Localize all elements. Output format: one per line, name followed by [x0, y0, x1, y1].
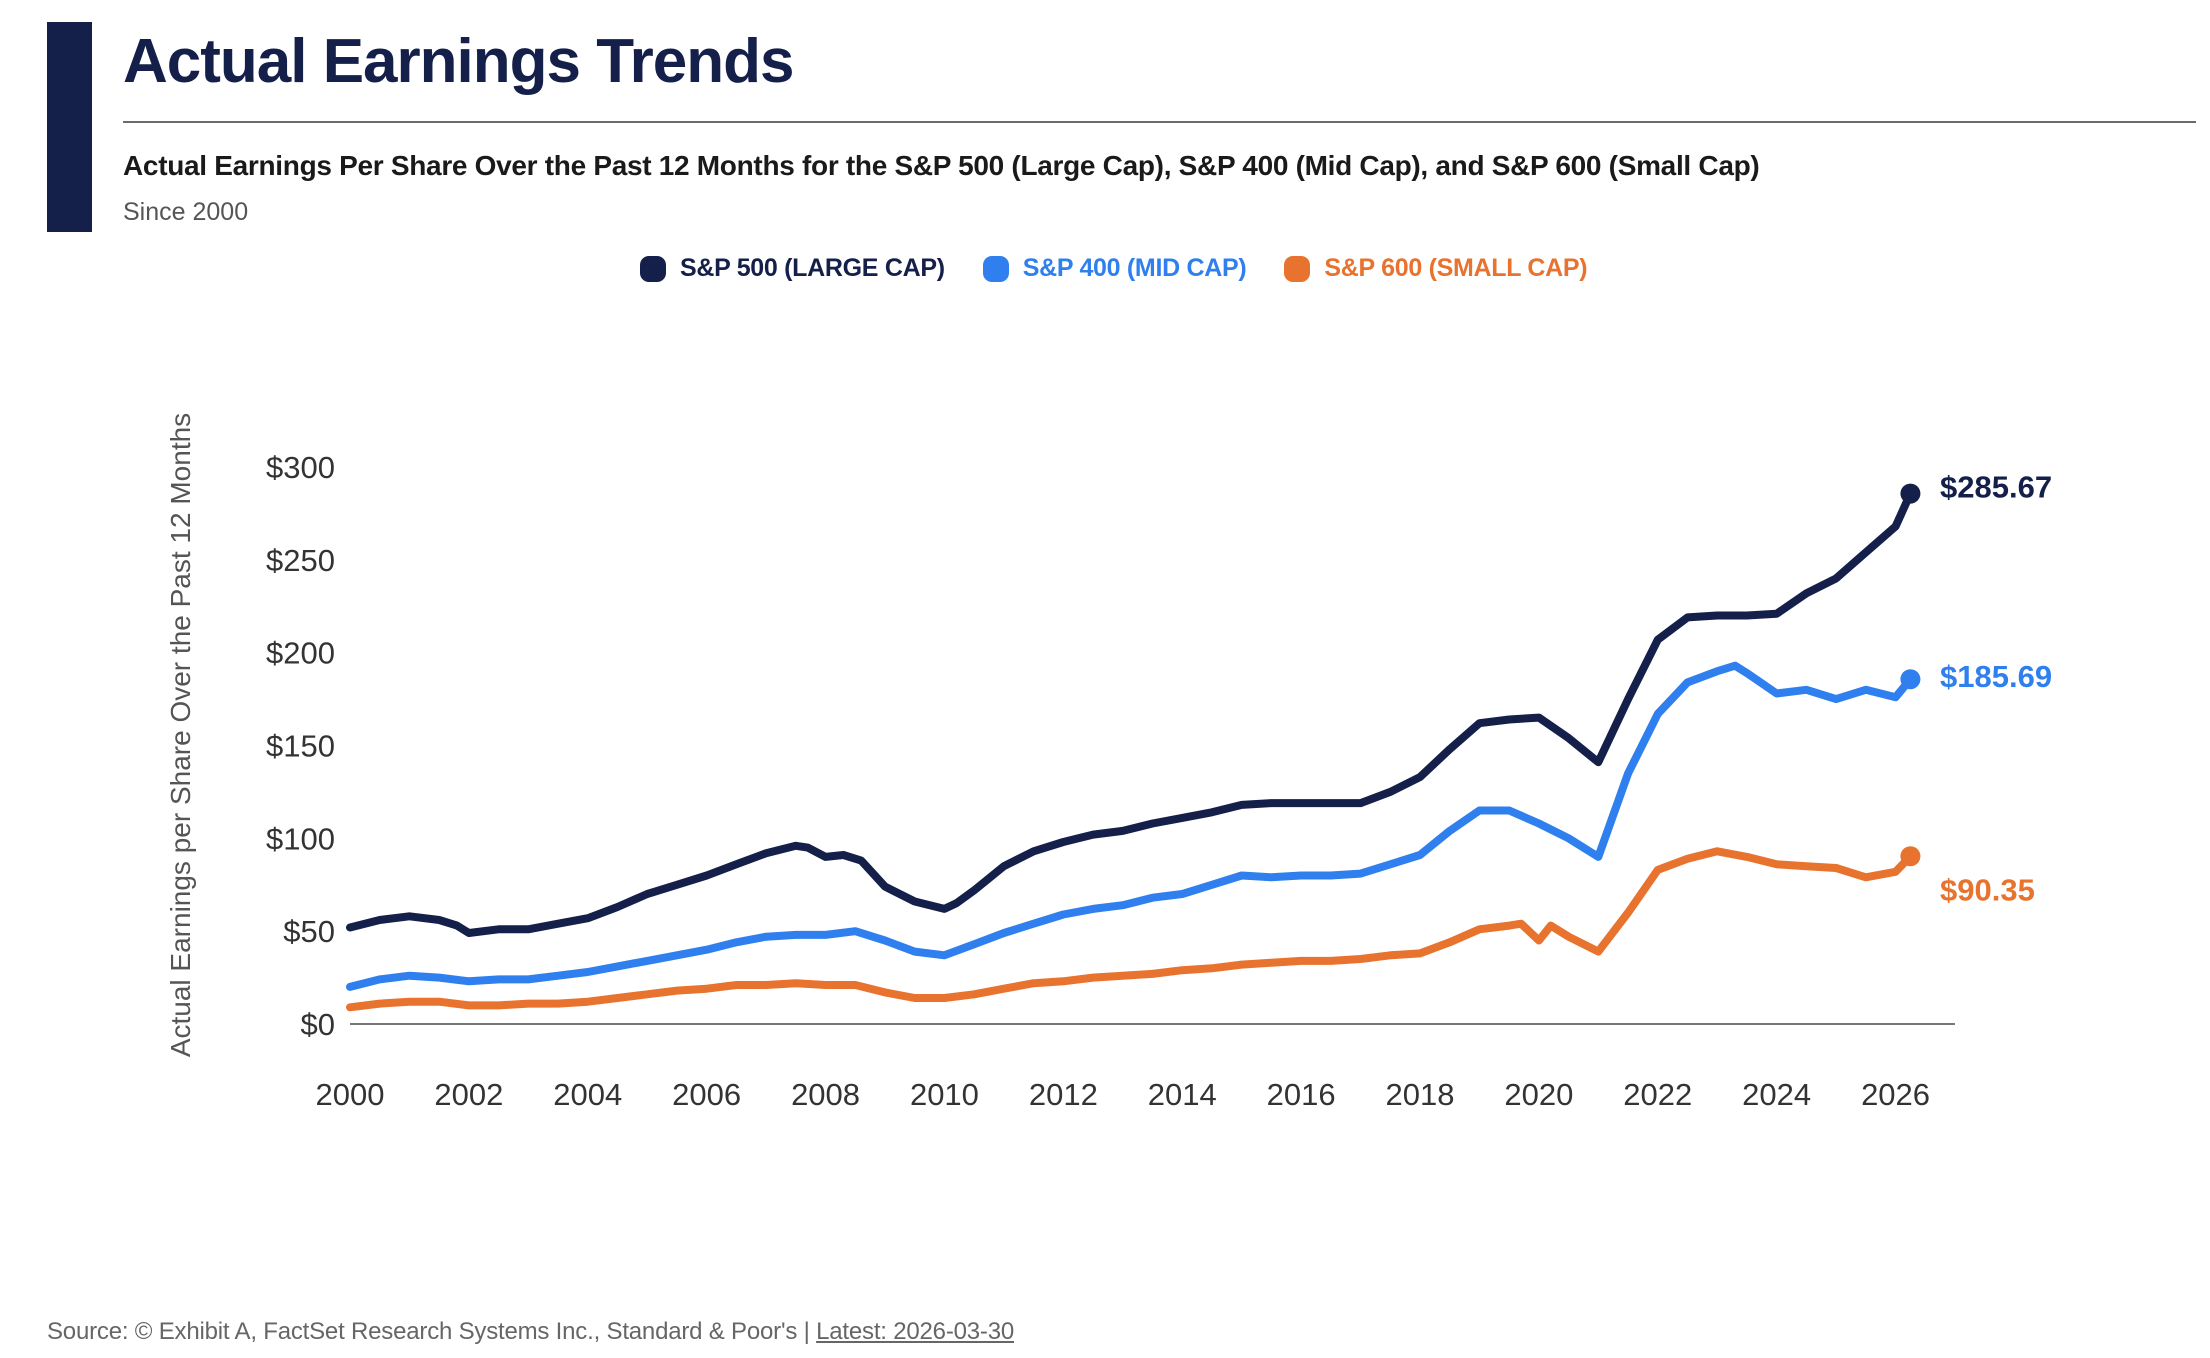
y-tick-label: $250 [266, 543, 335, 578]
chart-since-note: Since 2000 [123, 198, 249, 226]
legend-swatch-mid-cap [982, 255, 1009, 282]
series-line-large-cap [346, 489, 1915, 937]
x-tick-label: 2012 [1029, 1077, 1098, 1112]
end-labels: $285.67 $185.69 $90.35 [1940, 470, 2052, 908]
latest-date-link[interactable]: Latest: 2026-03-30 [816, 1318, 1014, 1345]
end-point-mid-cap [1900, 669, 1921, 690]
legend-label-small-cap: S&P 600 (SMALL CAP) [1324, 254, 1588, 282]
y-tick-label: $0 [301, 1007, 335, 1042]
x-tick-label: 2026 [1861, 1077, 1930, 1112]
page-title: Actual Earnings Trends [123, 27, 795, 96]
x-tick-label: 2008 [791, 1077, 860, 1112]
x-tick-label: 2004 [553, 1077, 622, 1112]
end-point-large-cap [1900, 483, 1921, 504]
x-tick-label: 2006 [672, 1077, 741, 1112]
legend-item-large-cap: S&P 500 (LARGE CAP) [640, 254, 945, 283]
source-note: Source: © Exhibit A, FactSet Research Sy… [47, 1318, 1014, 1346]
accent-bar [47, 22, 92, 232]
chart-subtitle: Actual Earnings Per Share Over the Past … [123, 150, 1760, 181]
y-axis-title: Actual Earnings per Share Over the Past … [165, 413, 196, 1057]
y-tick-label: $50 [283, 914, 335, 949]
x-tick-label: 2000 [316, 1077, 385, 1112]
chart-legend: S&P 500 (LARGE CAP) S&P 400 (MID CAP) S&… [640, 254, 1588, 283]
y-tick-label: $150 [266, 729, 335, 764]
title-divider [123, 121, 2196, 123]
y-tick-label: $100 [266, 821, 335, 856]
x-tick-label: 2016 [1267, 1077, 1336, 1112]
y-tick-label: $300 [266, 450, 335, 485]
end-label-small-cap: $90.35 [1940, 872, 2035, 907]
end-label-mid-cap: $185.69 [1940, 659, 2052, 694]
legend-swatch-small-cap [1284, 255, 1311, 282]
x-tick-label: 2018 [1386, 1077, 1455, 1112]
legend-label-large-cap: S&P 500 (LARGE CAP) [680, 254, 945, 282]
x-tick-label: 2020 [1504, 1077, 1573, 1112]
x-tick-label: 2002 [434, 1077, 503, 1112]
y-axis: Actual Earnings per Share Over the Past … [165, 413, 335, 1057]
legend-item-small-cap: S&P 600 (SMALL CAP) [1284, 254, 1588, 283]
legend-item-mid-cap: S&P 400 (MID CAP) [982, 254, 1247, 283]
legend-label-mid-cap: S&P 400 (MID CAP) [1022, 254, 1247, 282]
x-tick-label: 2014 [1148, 1077, 1217, 1112]
series-lines [346, 483, 1921, 1012]
source-text: Source: © Exhibit A, FactSet Research Sy… [47, 1318, 810, 1345]
y-tick-label: $200 [266, 636, 335, 671]
x-tick-label: 2022 [1623, 1077, 1692, 1112]
end-label-large-cap: $285.67 [1940, 470, 2052, 505]
end-point-small-cap [1900, 846, 1921, 867]
x-axis: 2000 2002 2004 2006 2008 2010 2012 2014 2016 2018… [316, 1023, 1955, 1112]
legend-swatch-large-cap [640, 255, 666, 282]
x-tick-label: 2010 [910, 1077, 979, 1112]
series-line-small-cap [346, 847, 1915, 1012]
series-line-mid-cap [346, 661, 1915, 991]
x-tick-label: 2024 [1742, 1077, 1811, 1112]
